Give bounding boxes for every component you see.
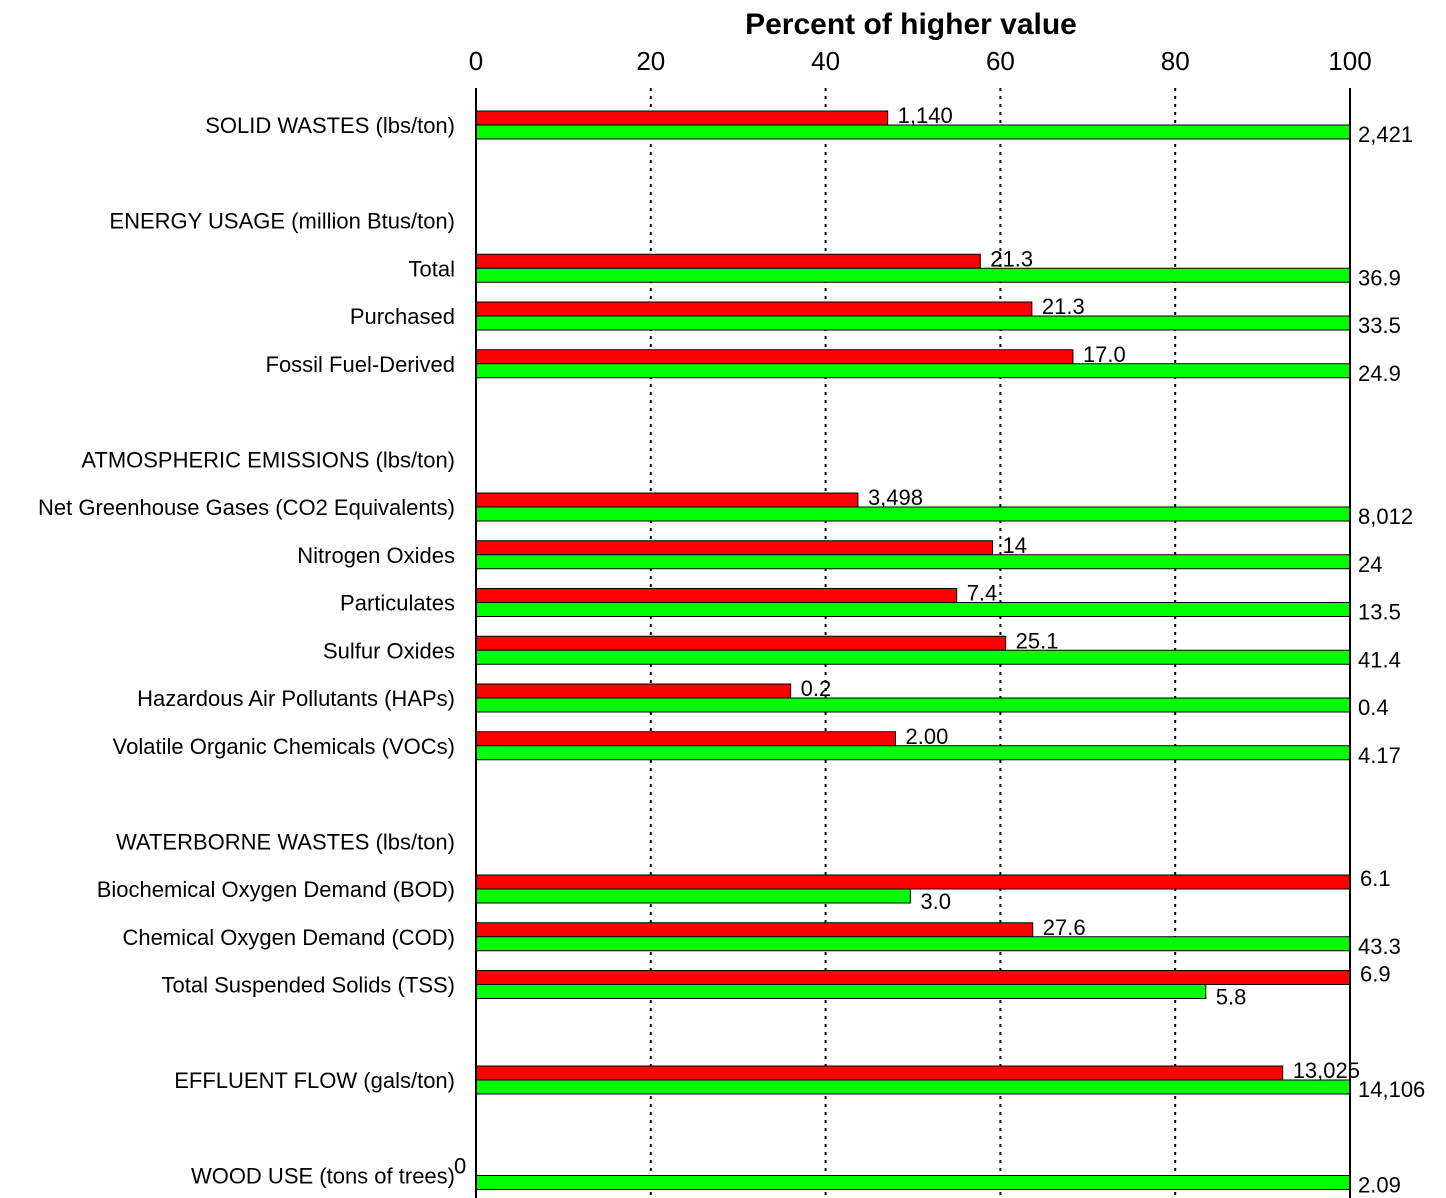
category-label: SOLID WASTES (lbs/ton) [205,113,455,138]
red-bar [475,540,994,556]
red-bar [475,731,897,747]
x-tick-label: 20 [636,46,665,76]
green-bar [475,1079,1351,1095]
category-label: Hazardous Air Pollutants (HAPs) [137,686,455,711]
red-bar [475,874,1351,890]
green-bar [475,602,1351,617]
x-tick-label: 100 [1328,46,1371,76]
category-label: Sulfur Oxides [323,638,455,663]
category-label: Total [409,256,455,281]
category-label: Particulates [340,591,455,616]
red-value-label: 0.2 [801,676,832,701]
green-value-label: 24 [1358,552,1382,577]
green-value-label: 2.09 [1358,1173,1401,1198]
red-value-label: 14 [1003,533,1027,558]
category-label: Purchased [350,304,455,329]
green-bar [475,649,1351,665]
green-bar [475,888,911,904]
red-bar [475,635,1007,651]
red-value-label: 17.0 [1083,342,1126,367]
section-header: ENERGY USAGE (million Btus/ton) [109,209,455,234]
red-value-label: 2.00 [906,724,949,749]
red-value-label: 3,498 [868,485,923,510]
category-label: Biochemical Oxygen Demand (BOD) [97,877,455,902]
red-value-label: 1,140 [898,103,953,128]
red-value-label: 21.3 [1042,294,1085,319]
section-header: WATERBORNE WASTES (lbs/ton) [116,829,455,854]
section-header: ATMOSPHERIC EMISSIONS (lbs/ton) [81,447,455,472]
red-value-label: 0 [454,1154,466,1179]
red-bar [475,253,981,269]
red-bar [475,110,889,126]
red-value-label: 13,025 [1293,1058,1360,1083]
green-value-label: 24.9 [1358,361,1401,386]
red-bar [475,970,1351,985]
category-label: Fossil Fuel-Derived [266,352,456,377]
red-bar [475,349,1074,365]
category-label: Net Greenhouse Gases (CO2 Equivalents) [38,495,455,520]
category-label: Volatile Organic Chemicals (VOCs) [113,734,455,759]
red-bar [475,492,859,508]
x-tick-label: 80 [1161,46,1190,76]
category-label: Total Suspended Solids (TSS) [162,973,456,998]
green-value-label: 14,106 [1358,1077,1425,1102]
red-value-label: 7.4 [967,581,998,606]
category-label: WOOD USE (tons of trees) [191,1164,455,1189]
green-value-label: 33.5 [1358,313,1401,338]
x-tick-label: 0 [469,46,483,76]
category-label: Chemical Oxygen Demand (COD) [122,925,455,950]
green-value-label: 3.0 [920,889,951,914]
green-value-label: 43.3 [1358,934,1401,959]
category-label: Nitrogen Oxides [297,543,455,568]
x-tick-label: 40 [811,46,840,76]
red-bar [475,301,1033,317]
green-bar [475,697,1351,713]
green-bar [475,936,1351,952]
green-value-label: 5.8 [1216,985,1247,1010]
green-bar [475,363,1351,379]
red-bar [475,922,1034,938]
red-bar [475,588,958,603]
chart-title: Percent of higher value [745,8,1077,41]
green-value-label: 13.5 [1358,600,1401,625]
green-bar [475,1175,1351,1190]
green-bar [475,267,1351,283]
red-value-label: 6.1 [1360,866,1391,891]
category-label: EFFLUENT FLOW (gals/ton) [174,1068,455,1093]
green-value-label: 2,421 [1358,122,1413,147]
category-labels: SOLID WASTES (lbs/ton) ENERGY USAGE (mill… [38,113,455,1189]
red-value-label: 6.9 [1360,962,1391,987]
red-value-label: 25.1 [1016,628,1059,653]
green-value-label: 8,012 [1358,504,1413,529]
x-tick-label: 60 [986,46,1015,76]
red-bar [475,1065,1284,1081]
plot-frame [475,88,1351,1198]
red-value-label: 27.6 [1043,915,1086,940]
green-bar [475,554,1351,570]
green-value-label: 41.4 [1358,647,1401,672]
green-value-label: 36.9 [1358,265,1401,290]
bars: 1,140 2,421 21.3 36.9 21.3 33.5 17.0 24.9 3,498 8… [454,103,1425,1198]
red-bar [475,683,792,699]
green-bar [475,315,1351,331]
green-value-label: 0.4 [1358,695,1389,720]
green-value-label: 4.17 [1358,743,1401,768]
x-axis-ticks: 0 20 40 60 80 100 [469,46,1372,76]
red-value-label: 21.3 [990,246,1033,271]
green-bar [475,984,1207,999]
